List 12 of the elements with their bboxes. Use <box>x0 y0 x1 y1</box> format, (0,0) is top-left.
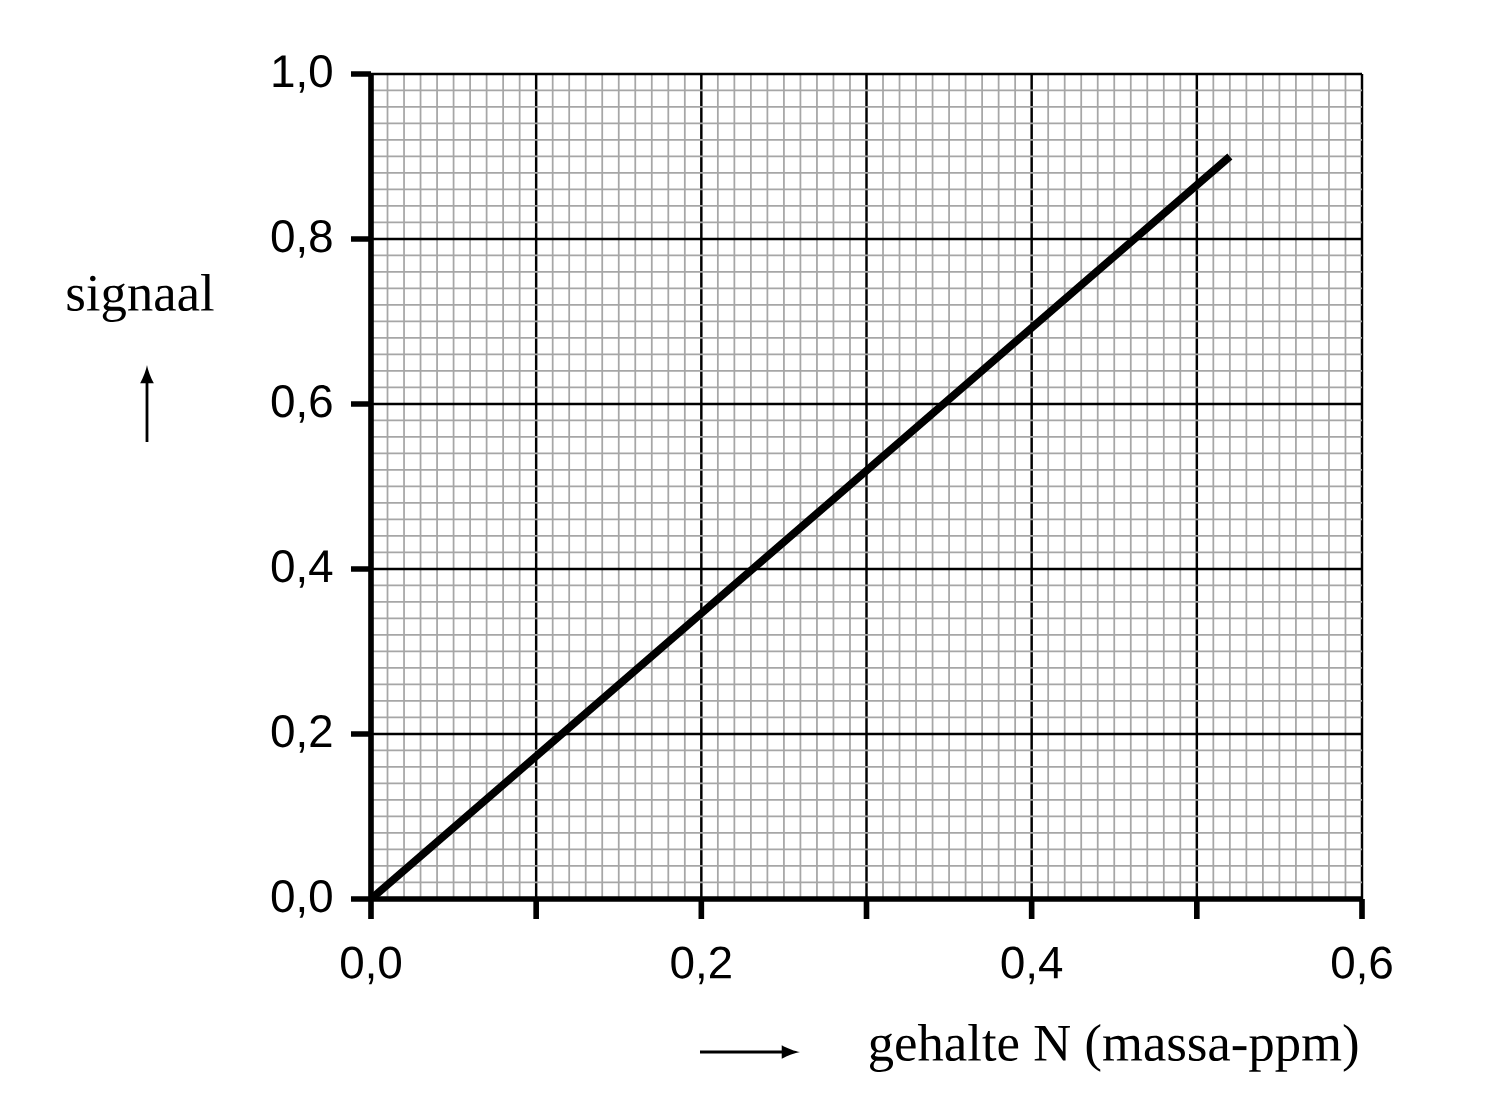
y-axis-title: signaal <box>67 274 214 322</box>
y-tick-label: 0,4 <box>271 550 333 588</box>
y-tick-label: 0,8 <box>271 220 332 258</box>
y-tick-label: 1,0 <box>273 55 332 93</box>
x-tick-label: 0,2 <box>671 946 731 985</box>
x-tick-label: 0,0 <box>341 946 401 985</box>
x-tick-label: 0,6 <box>1332 946 1392 985</box>
y-tick-label: 0,2 <box>271 715 332 753</box>
x-axis-title: gehalte N (massa-ppm) <box>869 1024 1358 1072</box>
x-tick-label: 0,4 <box>1001 946 1063 985</box>
y-tick-label: 0,6 <box>271 385 332 423</box>
y-tick-label: 0,0 <box>271 880 332 918</box>
